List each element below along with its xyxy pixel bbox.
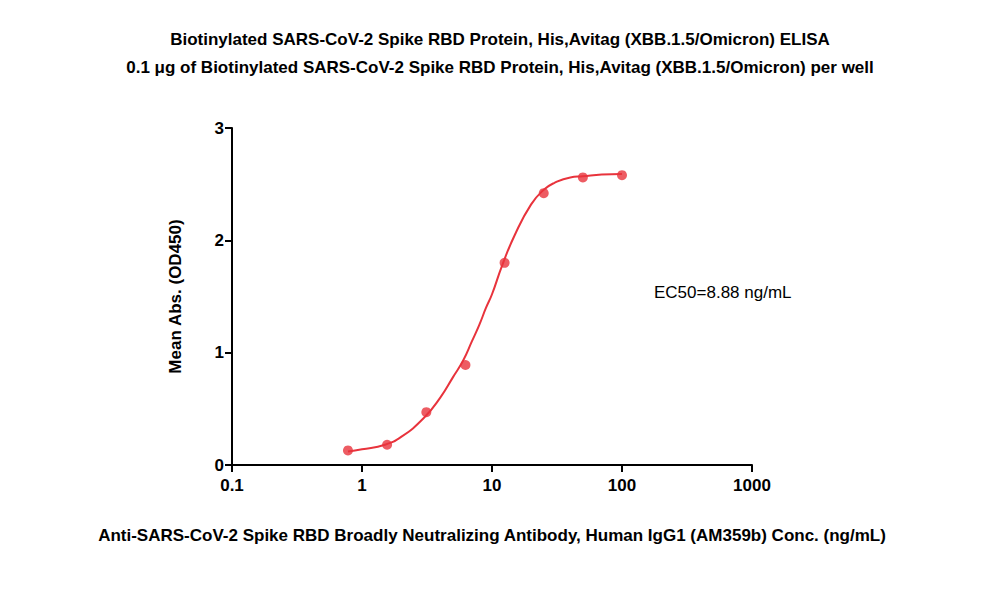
svg-text:10: 10 (483, 476, 502, 495)
svg-text:EC50=8.88 ng/mL: EC50=8.88 ng/mL (654, 283, 792, 302)
svg-text:3: 3 (215, 119, 224, 138)
svg-text:Mean Abs. (OD450): Mean Abs. (OD450) (166, 219, 185, 373)
svg-text:Anti-SARS-CoV-2 Spike RBD Broa: Anti-SARS-CoV-2 Spike RBD Broadly Neutra… (98, 526, 886, 545)
svg-text:1: 1 (215, 343, 224, 362)
svg-text:0.1: 0.1 (220, 476, 244, 495)
svg-text:0.1 μg of Biotinylated SARS-Co: 0.1 μg of Biotinylated SARS-CoV-2 Spike … (126, 58, 874, 77)
svg-text:Biotinylated SARS-CoV-2 Spike: Biotinylated SARS-CoV-2 Spike RBD Protei… (170, 30, 830, 49)
svg-text:0: 0 (215, 456, 224, 475)
svg-text:100: 100 (608, 476, 636, 495)
svg-text:2: 2 (215, 231, 224, 250)
svg-text:1000: 1000 (733, 476, 771, 495)
svg-text:1: 1 (357, 476, 366, 495)
